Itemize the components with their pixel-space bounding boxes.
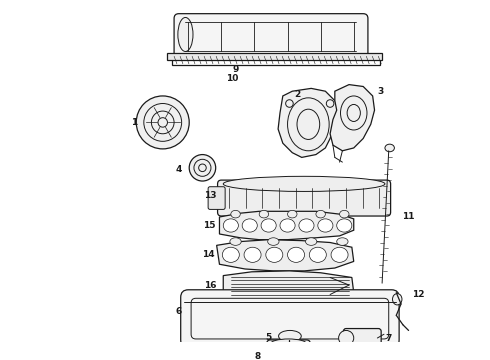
Polygon shape <box>223 271 354 297</box>
Ellipse shape <box>178 18 193 51</box>
Ellipse shape <box>316 210 325 218</box>
FancyBboxPatch shape <box>181 290 399 347</box>
Ellipse shape <box>339 330 354 346</box>
Ellipse shape <box>288 210 297 218</box>
Text: 7: 7 <box>386 333 392 342</box>
Text: 14: 14 <box>202 250 215 259</box>
Text: 3: 3 <box>377 87 383 96</box>
FancyBboxPatch shape <box>343 329 381 347</box>
Text: 11: 11 <box>402 212 415 221</box>
Ellipse shape <box>340 210 349 218</box>
Ellipse shape <box>136 96 189 149</box>
Text: 9: 9 <box>232 65 239 74</box>
Ellipse shape <box>259 210 269 218</box>
Polygon shape <box>167 53 382 60</box>
Ellipse shape <box>385 144 394 152</box>
Polygon shape <box>330 85 374 151</box>
Text: 13: 13 <box>204 191 216 200</box>
Ellipse shape <box>285 344 294 353</box>
Text: 12: 12 <box>412 290 424 299</box>
Polygon shape <box>220 211 354 240</box>
Text: 8: 8 <box>254 352 260 360</box>
Ellipse shape <box>222 247 239 262</box>
Text: 2: 2 <box>294 90 300 99</box>
Ellipse shape <box>306 238 317 246</box>
Polygon shape <box>217 240 354 271</box>
FancyBboxPatch shape <box>208 187 225 210</box>
Text: 16: 16 <box>204 280 216 289</box>
Ellipse shape <box>331 247 348 262</box>
Text: 4: 4 <box>175 165 182 174</box>
Ellipse shape <box>337 219 352 232</box>
Text: 1: 1 <box>131 118 138 127</box>
FancyBboxPatch shape <box>174 14 368 59</box>
Ellipse shape <box>309 247 326 262</box>
Ellipse shape <box>268 238 279 246</box>
Ellipse shape <box>244 247 261 262</box>
Ellipse shape <box>231 210 240 218</box>
Text: 10: 10 <box>226 75 239 84</box>
Ellipse shape <box>223 219 238 232</box>
Text: 6: 6 <box>176 307 182 316</box>
Ellipse shape <box>230 238 241 246</box>
Text: 5: 5 <box>266 333 272 342</box>
Ellipse shape <box>223 176 385 192</box>
Ellipse shape <box>337 238 348 246</box>
Text: 15: 15 <box>203 221 215 230</box>
Ellipse shape <box>288 247 305 262</box>
Polygon shape <box>278 89 340 157</box>
Ellipse shape <box>299 219 314 232</box>
Ellipse shape <box>270 339 306 348</box>
Ellipse shape <box>266 247 283 262</box>
Ellipse shape <box>280 219 295 232</box>
Ellipse shape <box>279 330 301 342</box>
Ellipse shape <box>261 219 276 232</box>
FancyBboxPatch shape <box>267 340 310 360</box>
Ellipse shape <box>189 154 216 181</box>
Ellipse shape <box>242 219 257 232</box>
FancyBboxPatch shape <box>218 180 391 216</box>
Ellipse shape <box>392 293 402 305</box>
Ellipse shape <box>318 219 333 232</box>
